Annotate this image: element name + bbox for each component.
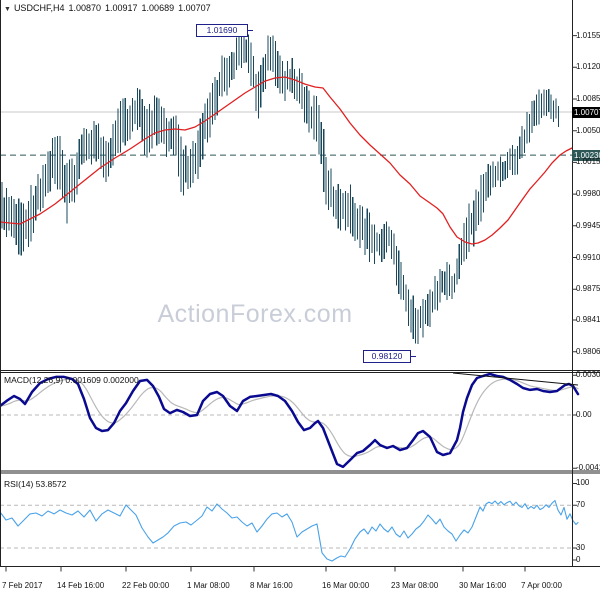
macd-axis-label: 0.003063 <box>576 370 600 380</box>
rsi-indicator-label: RSI(14) 53.8572 <box>4 479 67 489</box>
time-axis-label: 16 Mar 00:00 <box>322 581 370 590</box>
rsi-axis-label: 30 <box>576 543 585 552</box>
swing-high-label[interactable]: 1.01690 <box>196 24 248 37</box>
collapse-icon[interactable]: ▼ <box>4 6 11 13</box>
time-axis-label: 23 Mar 08:00 <box>391 581 439 590</box>
time-axis-label: 1 Mar 08:00 <box>187 581 230 590</box>
macd-line <box>0 372 580 469</box>
macd-pane-border[interactable] <box>0 370 600 373</box>
price-axis-label: 1.00850 <box>576 94 600 103</box>
ma-line[interactable] <box>0 76 573 245</box>
time-axis-label: 30 Mar 16:00 <box>459 581 507 590</box>
quote-close: 1.00707 <box>178 3 211 13</box>
quote-open: 1.00870 <box>68 3 101 13</box>
rsi-axis-label: 0 <box>576 554 581 564</box>
quote-high: 1.00917 <box>105 3 138 13</box>
last-price-box: 1.00707 <box>572 106 600 118</box>
symbol-header: ▼ USDCHF,H4 1.00870 1.00917 1.00689 1.00707 <box>4 3 215 13</box>
macd-indicator-label: MACD(12,26,9) 0.001609 0.002000 <box>4 375 139 385</box>
price-axis-label: 1.00500 <box>576 125 600 135</box>
time-axis-label: 14 Feb 16:00 <box>57 581 105 590</box>
rsi-axis-label: 70 <box>576 500 585 510</box>
macd-signal-line <box>0 378 579 458</box>
candlestick-bars <box>1 26 559 344</box>
price-axis-label: 1.01550 <box>576 30 600 40</box>
time-axis-label: 7 Apr 00:00 <box>521 581 562 590</box>
time-axis-label: 8 Mar 16:00 <box>250 581 293 590</box>
sr-price-box: 1.00230 <box>572 149 600 161</box>
rsi-line <box>0 499 579 562</box>
time-axis-label: 7 Feb 2017 <box>2 581 43 590</box>
axis-ticks <box>5 35 577 572</box>
symbol-timeframe: USDCHF,H4 <box>13 3 65 13</box>
watermark: ActionForex.com <box>157 300 353 328</box>
rsi-axis-label: 100 <box>576 478 590 487</box>
macd-axis-label: 0.00 <box>576 410 592 419</box>
rsi-pane-border[interactable] <box>0 470 600 474</box>
price-axis-label: 1.01200 <box>576 62 600 72</box>
quote-low: 1.00689 <box>141 3 175 13</box>
time-axis-label: 22 Feb 00:00 <box>122 581 170 590</box>
macd-axis-label: -0.004104 <box>576 463 600 473</box>
macd-trendline[interactable] <box>452 372 579 386</box>
swing-low-label[interactable]: 0.98120 <box>363 350 411 363</box>
